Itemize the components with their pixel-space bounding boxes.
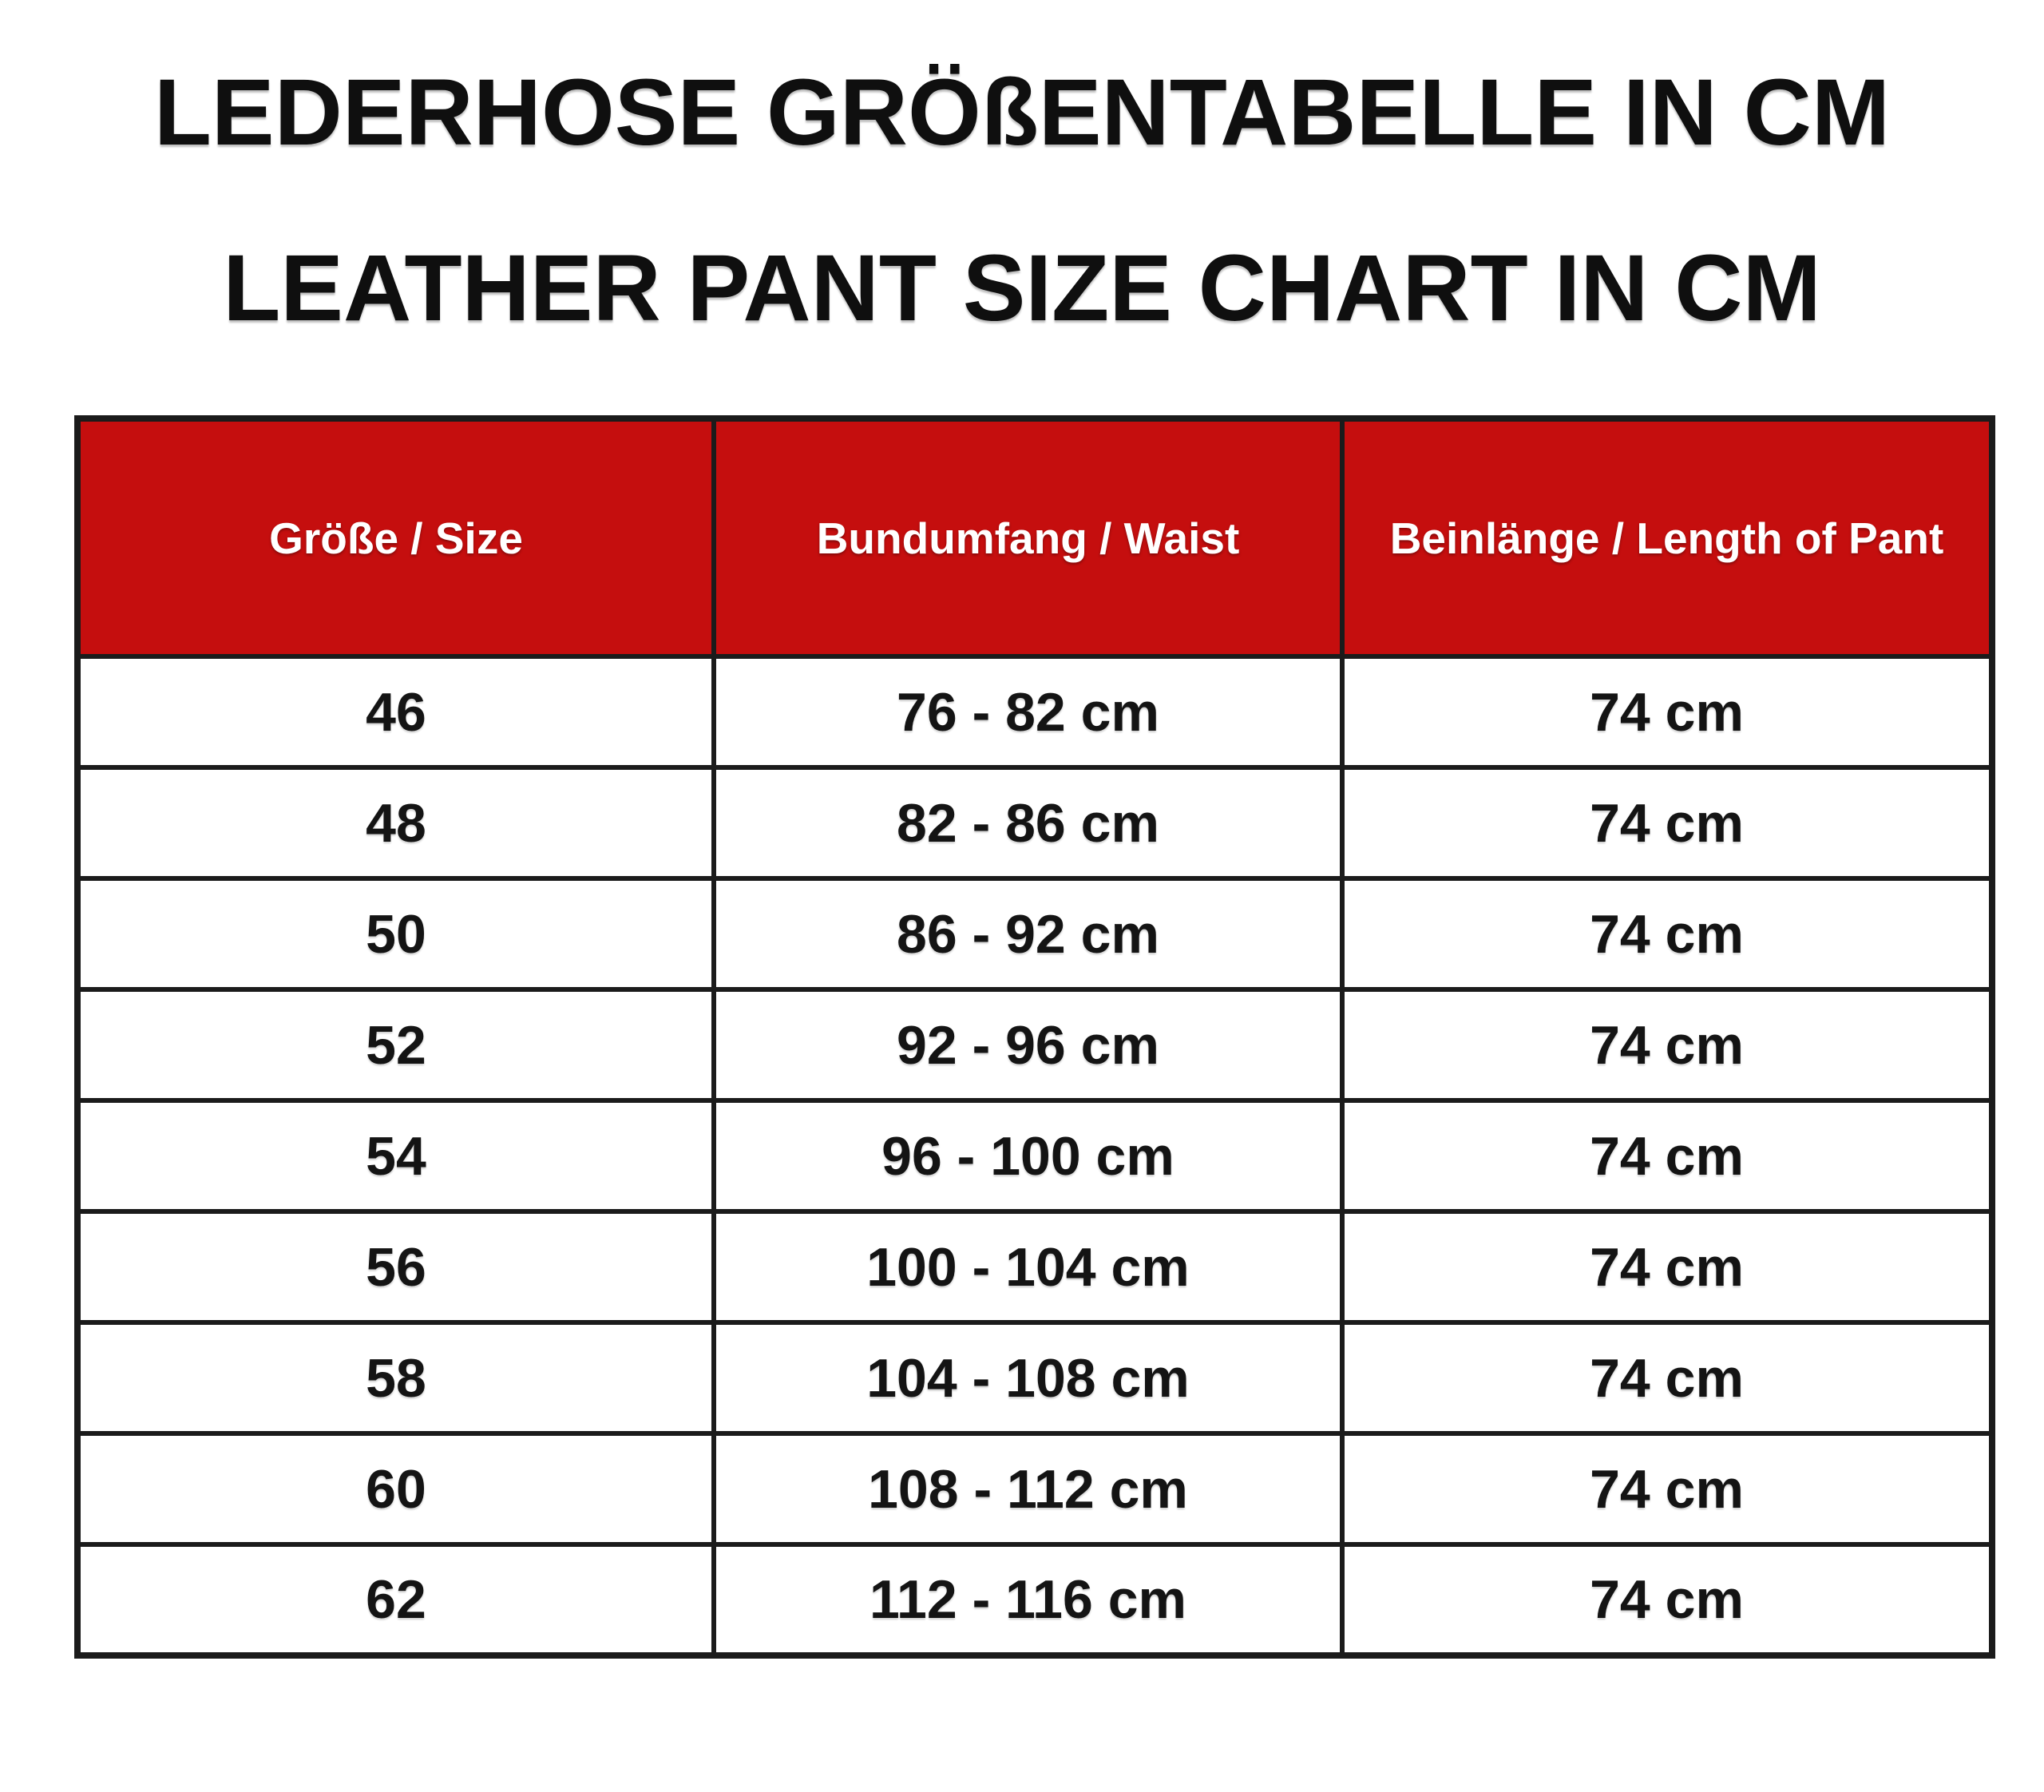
table-row: 54 96 - 100 cm 74 cm: [75, 1098, 1994, 1214]
length-cell: 74 cm: [1340, 987, 1994, 1103]
page-title: LEDERHOSE GRÖßENTABELLE IN CM: [153, 60, 1891, 165]
size-cell: 54: [75, 1098, 716, 1214]
length-cell: 74 cm: [1340, 654, 1994, 770]
length-cell: 74 cm: [1340, 876, 1994, 992]
waist-cell: 96 - 100 cm: [711, 1098, 1345, 1214]
size-cell: 58: [75, 1320, 716, 1436]
table-row: 56 100 - 104 cm 74 cm: [75, 1209, 1994, 1325]
size-cell: 52: [75, 987, 716, 1103]
table-row: 62 112 - 116 cm 74 cm: [75, 1542, 1994, 1658]
size-cell: 48: [75, 765, 716, 881]
waist-cell: 76 - 82 cm: [711, 654, 1345, 770]
length-cell: 74 cm: [1340, 1098, 1994, 1214]
length-cell: 74 cm: [1340, 765, 1994, 881]
table-row: 52 92 - 96 cm 74 cm: [75, 987, 1994, 1103]
column-header-waist: Bundumfang / Waist: [711, 416, 1345, 659]
column-header-length: Beinlänge / Length of Pant: [1340, 416, 1994, 659]
table-row: 58 104 - 108 cm 74 cm: [75, 1320, 1994, 1436]
table-row: 60 108 - 112 cm 74 cm: [75, 1431, 1994, 1547]
size-cell: 56: [75, 1209, 716, 1325]
waist-cell: 112 - 116 cm: [711, 1542, 1345, 1658]
page-subtitle: LEATHER PANT SIZE CHART IN CM: [223, 236, 1821, 341]
table-row: 48 82 - 86 cm 74 cm: [75, 765, 1994, 881]
size-chart-table: Größe / Size Bundumfang / Waist Beinläng…: [74, 415, 1995, 1659]
waist-cell: 92 - 96 cm: [711, 987, 1345, 1103]
waist-cell: 86 - 92 cm: [711, 876, 1345, 992]
waist-cell: 82 - 86 cm: [711, 765, 1345, 881]
size-cell: 62: [75, 1542, 716, 1658]
size-cell: 50: [75, 876, 716, 992]
waist-cell: 108 - 112 cm: [711, 1431, 1345, 1547]
size-cell: 46: [75, 654, 716, 770]
length-cell: 74 cm: [1340, 1209, 1994, 1325]
length-cell: 74 cm: [1340, 1542, 1994, 1658]
length-cell: 74 cm: [1340, 1431, 1994, 1547]
table-row: 50 86 - 92 cm 74 cm: [75, 876, 1994, 992]
table-header-row: Größe / Size Bundumfang / Waist Beinläng…: [75, 416, 1994, 659]
size-cell: 60: [75, 1431, 716, 1547]
waist-cell: 104 - 108 cm: [711, 1320, 1345, 1436]
table-row: 46 76 - 82 cm 74 cm: [75, 654, 1994, 770]
length-cell: 74 cm: [1340, 1320, 1994, 1436]
waist-cell: 100 - 104 cm: [711, 1209, 1345, 1325]
column-header-size: Größe / Size: [75, 416, 716, 659]
